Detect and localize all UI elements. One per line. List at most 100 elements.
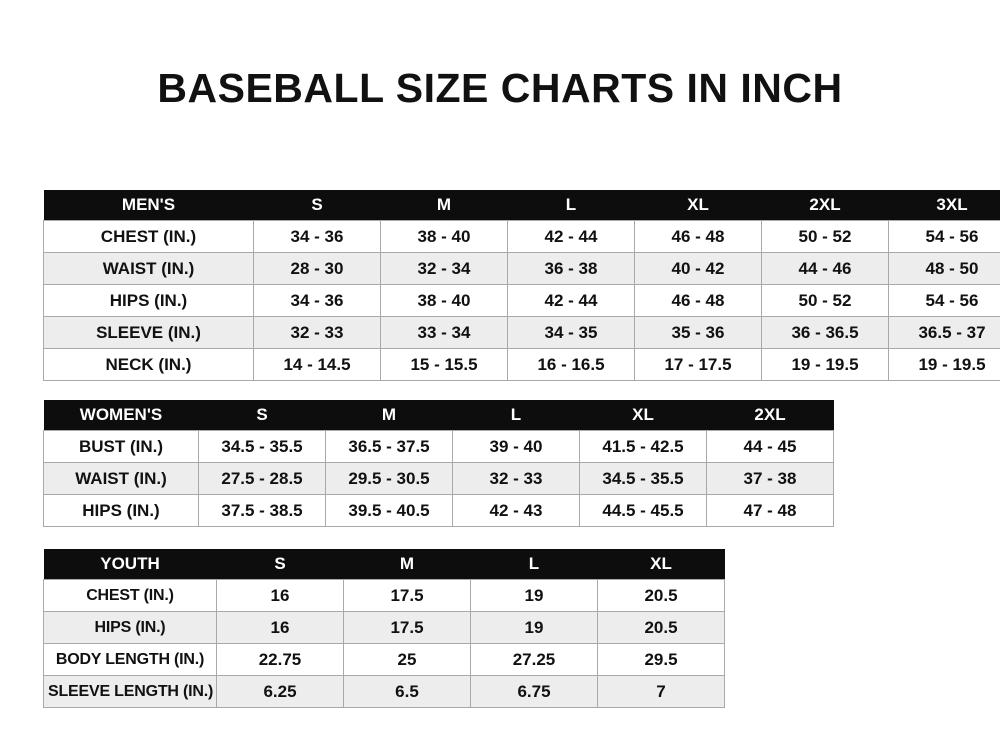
womens-size-header-m: M: [325, 400, 453, 431]
mens-row-label: CHEST (IN.): [43, 220, 254, 253]
measurement-cell: 44 - 46: [761, 252, 889, 285]
mens-size-table: MEN'S S M L XL 2XL 3XL CHEST (IN.) 34 - 36 38 - …: [43, 190, 1000, 381]
youth-group-header: YOUTH: [43, 549, 217, 580]
measurement-cell: 36.5 - 37: [888, 316, 1000, 349]
measurement-cell: 34 - 36: [253, 284, 381, 317]
measurement-cell: 19 - 19.5: [761, 348, 889, 381]
measurement-cell: 36.5 - 37.5: [325, 430, 453, 463]
youth-row-label: BODY LENGTH (IN.): [43, 643, 217, 676]
measurement-cell: 34 - 36: [253, 220, 381, 253]
measurement-cell: 40 - 42: [634, 252, 762, 285]
measurement-cell: 48 - 50: [888, 252, 1000, 285]
measurement-cell: 19: [470, 611, 598, 644]
youth-table-head: YOUTH S M L XL: [43, 549, 725, 580]
womens-row-label: BUST (IN.): [43, 430, 199, 463]
mens-size-header-xl: XL: [634, 190, 762, 221]
womens-size-header-s: S: [198, 400, 326, 431]
measurement-cell: 6.5: [343, 675, 471, 708]
table-row: WAIST (IN.) 27.5 - 28.5 29.5 - 30.5 32 - 33…: [43, 462, 834, 495]
table-row: BODY LENGTH (IN.) 22.75 25 27.25 29.5: [43, 643, 725, 676]
womens-size-header-xl: XL: [579, 400, 707, 431]
measurement-cell: 14 - 14.5: [253, 348, 381, 381]
mens-size-header-3xl: 3XL: [888, 190, 1000, 221]
youth-size-header-l: L: [470, 549, 598, 580]
mens-row-label: HIPS (IN.): [43, 284, 254, 317]
mens-row-label: NECK (IN.): [43, 348, 254, 381]
measurement-cell: 37 - 38: [706, 462, 834, 495]
table-row: HIPS (IN.) 34 - 36 38 - 40 42 - 44 46 - 48 50…: [43, 284, 1000, 317]
measurement-cell: 19 - 19.5: [888, 348, 1000, 381]
measurement-cell: 27.25: [470, 643, 598, 676]
youth-size-table: YOUTH S M L XL CHEST (IN.) 16 17.5 19 20.5 HIPS (…: [43, 549, 725, 708]
measurement-cell: 16: [216, 611, 344, 644]
mens-header-row: MEN'S S M L XL 2XL 3XL: [43, 190, 1000, 221]
measurement-cell: 7: [597, 675, 725, 708]
mens-row-label: SLEEVE (IN.): [43, 316, 254, 349]
mens-size-header-s: S: [253, 190, 381, 221]
measurement-cell: 42 - 44: [507, 284, 635, 317]
measurement-cell: 42 - 43: [452, 494, 580, 527]
measurement-cell: 16 - 16.5: [507, 348, 635, 381]
womens-table-body: BUST (IN.) 34.5 - 35.5 36.5 - 37.5 39 - 40 4…: [43, 430, 834, 527]
table-row: HIPS (IN.) 16 17.5 19 20.5: [43, 611, 725, 644]
mens-table-head: MEN'S S M L XL 2XL 3XL: [43, 190, 1000, 221]
measurement-cell: 46 - 48: [634, 220, 762, 253]
table-row: NECK (IN.) 14 - 14.5 15 - 15.5 16 - 16.5 17 …: [43, 348, 1000, 381]
youth-row-label: HIPS (IN.): [43, 611, 217, 644]
measurement-cell: 39.5 - 40.5: [325, 494, 453, 527]
measurement-cell: 34.5 - 35.5: [579, 462, 707, 495]
measurement-cell: 6.75: [470, 675, 598, 708]
table-row: CHEST (IN.) 16 17.5 19 20.5: [43, 579, 725, 612]
measurement-cell: 42 - 44: [507, 220, 635, 253]
measurement-cell: 15 - 15.5: [380, 348, 508, 381]
measurement-cell: 36 - 36.5: [761, 316, 889, 349]
measurement-cell: 38 - 40: [380, 284, 508, 317]
table-row: SLEEVE (IN.) 32 - 33 33 - 34 34 - 35 35 - 36…: [43, 316, 1000, 349]
youth-row-label: SLEEVE LENGTH (IN.): [43, 675, 217, 708]
mens-size-header-m: M: [380, 190, 508, 221]
womens-size-header-l: L: [452, 400, 580, 431]
youth-size-header-m: M: [343, 549, 471, 580]
measurement-cell: 29.5: [597, 643, 725, 676]
measurement-cell: 32 - 34: [380, 252, 508, 285]
youth-row-label: CHEST (IN.): [43, 579, 217, 612]
table-row: SLEEVE LENGTH (IN.) 6.25 6.5 6.75 7: [43, 675, 725, 708]
measurement-cell: 20.5: [597, 579, 725, 612]
measurement-cell: 36 - 38: [507, 252, 635, 285]
measurement-cell: 54 - 56: [888, 284, 1000, 317]
measurement-cell: 39 - 40: [452, 430, 580, 463]
table-row: WAIST (IN.) 28 - 30 32 - 34 36 - 38 40 - 42 4…: [43, 252, 1000, 285]
mens-size-header-l: L: [507, 190, 635, 221]
womens-table-head: WOMEN'S S M L XL 2XL: [43, 400, 834, 431]
womens-size-table: WOMEN'S S M L XL 2XL BUST (IN.) 34.5 - 35.5 36.…: [43, 400, 834, 527]
womens-header-row: WOMEN'S S M L XL 2XL: [43, 400, 834, 431]
measurement-cell: 25: [343, 643, 471, 676]
measurement-cell: 17 - 17.5: [634, 348, 762, 381]
measurement-cell: 17.5: [343, 611, 471, 644]
measurement-cell: 54 - 56: [888, 220, 1000, 253]
measurement-cell: 22.75: [216, 643, 344, 676]
measurement-cell: 44 - 45: [706, 430, 834, 463]
measurement-cell: 19: [470, 579, 598, 612]
measurement-cell: 37.5 - 38.5: [198, 494, 326, 527]
table-row: CHEST (IN.) 34 - 36 38 - 40 42 - 44 46 - 48 5…: [43, 220, 1000, 253]
womens-row-label: WAIST (IN.): [43, 462, 199, 495]
measurement-cell: 44.5 - 45.5: [579, 494, 707, 527]
mens-row-label: WAIST (IN.): [43, 252, 254, 285]
mens-group-header: MEN'S: [43, 190, 254, 221]
measurement-cell: 35 - 36: [634, 316, 762, 349]
youth-size-header-s: S: [216, 549, 344, 580]
table-row: BUST (IN.) 34.5 - 35.5 36.5 - 37.5 39 - 40 4…: [43, 430, 834, 463]
measurement-cell: 50 - 52: [761, 220, 889, 253]
womens-size-header-2xl: 2XL: [706, 400, 834, 431]
womens-group-header: WOMEN'S: [43, 400, 199, 431]
table-row: HIPS (IN.) 37.5 - 38.5 39.5 - 40.5 42 - 43 4…: [43, 494, 834, 527]
womens-row-label: HIPS (IN.): [43, 494, 199, 527]
youth-header-row: YOUTH S M L XL: [43, 549, 725, 580]
mens-size-header-2xl: 2XL: [761, 190, 889, 221]
measurement-cell: 27.5 - 28.5: [198, 462, 326, 495]
measurement-cell: 47 - 48: [706, 494, 834, 527]
measurement-cell: 50 - 52: [761, 284, 889, 317]
measurement-cell: 6.25: [216, 675, 344, 708]
measurement-cell: 32 - 33: [452, 462, 580, 495]
